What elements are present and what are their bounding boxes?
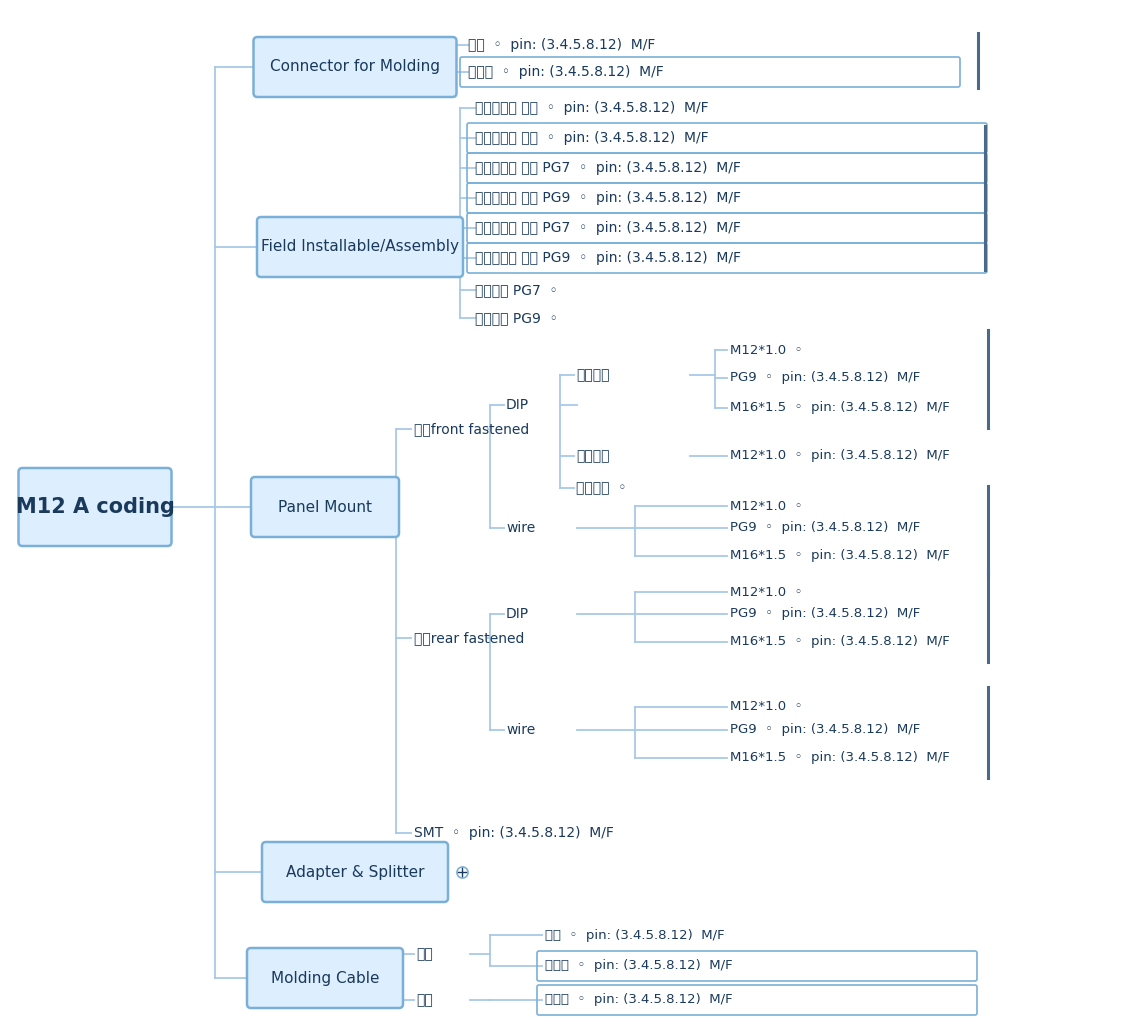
Text: M12*1.0  ◦: M12*1.0 ◦ bbox=[730, 344, 802, 356]
Text: PG9  ◦  pin: (3.4.5.8.12)  M/F: PG9 ◦ pin: (3.4.5.8.12) M/F bbox=[730, 372, 920, 384]
Text: M12*1.0  ◦: M12*1.0 ◦ bbox=[730, 586, 802, 598]
Text: Adapter & Splitter: Adapter & Splitter bbox=[285, 864, 424, 880]
Text: PG9  ◦  pin: (3.4.5.8.12)  M/F: PG9 ◦ pin: (3.4.5.8.12) M/F bbox=[730, 723, 920, 737]
Text: 塑胶非屏蔽 弯头 PG9  ◦  pin: (3.4.5.8.12)  M/F: 塑胶非屏蔽 弯头 PG9 ◦ pin: (3.4.5.8.12) M/F bbox=[475, 252, 741, 265]
Text: 后锁rear fastened: 后锁rear fastened bbox=[414, 631, 525, 645]
Text: wire: wire bbox=[506, 723, 536, 737]
FancyBboxPatch shape bbox=[262, 842, 448, 901]
Text: 前锁front fastened: 前锁front fastened bbox=[414, 422, 529, 436]
Text: Field Installable/Assembly: Field Installable/Assembly bbox=[261, 239, 459, 255]
FancyBboxPatch shape bbox=[257, 217, 462, 277]
Text: 金属屏蔽 PG7  ◦: 金属屏蔽 PG7 ◦ bbox=[475, 283, 557, 297]
Text: M12*1.0  ◦: M12*1.0 ◦ bbox=[730, 701, 802, 713]
Text: 塑胶直头  ◦: 塑胶直头 ◦ bbox=[576, 481, 626, 495]
Text: PG9  ◦  pin: (3.4.5.8.12)  M/F: PG9 ◦ pin: (3.4.5.8.12) M/F bbox=[730, 608, 920, 621]
Text: 屏蔽  ◦  pin: (3.4.5.8.12)  M/F: 屏蔽 ◦ pin: (3.4.5.8.12) M/F bbox=[468, 38, 655, 52]
Text: 非屏蔽  ◦  pin: (3.4.5.8.12)  M/F: 非屏蔽 ◦ pin: (3.4.5.8.12) M/F bbox=[468, 65, 663, 79]
Text: SMT  ◦  pin: (3.4.5.8.12)  M/F: SMT ◦ pin: (3.4.5.8.12) M/F bbox=[414, 826, 614, 840]
Text: M16*1.5  ◦  pin: (3.4.5.8.12)  M/F: M16*1.5 ◦ pin: (3.4.5.8.12) M/F bbox=[730, 751, 950, 765]
Text: 塑胶非屏蔽 直头 PG7  ◦  pin: (3.4.5.8.12)  M/F: 塑胶非屏蔽 直头 PG7 ◦ pin: (3.4.5.8.12) M/F bbox=[475, 161, 741, 175]
Text: 金属弯头: 金属弯头 bbox=[576, 449, 609, 463]
Text: 金属直头: 金属直头 bbox=[576, 368, 609, 382]
Text: 塑胶非屏蔽 直头  ◦  pin: (3.4.5.8.12)  M/F: 塑胶非屏蔽 直头 ◦ pin: (3.4.5.8.12) M/F bbox=[475, 101, 708, 115]
FancyBboxPatch shape bbox=[252, 477, 399, 537]
Text: Connector for Molding: Connector for Molding bbox=[270, 59, 440, 75]
Text: 塑胶非屏蔽 弯头 PG7  ◦  pin: (3.4.5.8.12)  M/F: 塑胶非屏蔽 弯头 PG7 ◦ pin: (3.4.5.8.12) M/F bbox=[475, 221, 741, 235]
Text: 塑胶非屏蔽 直头 PG9  ◦  pin: (3.4.5.8.12)  M/F: 塑胶非屏蔽 直头 PG9 ◦ pin: (3.4.5.8.12) M/F bbox=[475, 191, 741, 205]
Text: M12*1.0  ◦: M12*1.0 ◦ bbox=[730, 500, 802, 512]
Text: M12*1.0  ◦  pin: (3.4.5.8.12)  M/F: M12*1.0 ◦ pin: (3.4.5.8.12) M/F bbox=[730, 449, 950, 463]
FancyBboxPatch shape bbox=[247, 948, 403, 1008]
Text: M16*1.5  ◦  pin: (3.4.5.8.12)  M/F: M16*1.5 ◦ pin: (3.4.5.8.12) M/F bbox=[730, 635, 950, 649]
Text: DIP: DIP bbox=[506, 398, 529, 412]
Text: PG9  ◦  pin: (3.4.5.8.12)  M/F: PG9 ◦ pin: (3.4.5.8.12) M/F bbox=[730, 522, 920, 534]
Text: M16*1.5  ◦  pin: (3.4.5.8.12)  M/F: M16*1.5 ◦ pin: (3.4.5.8.12) M/F bbox=[730, 550, 950, 562]
Text: 金属屏蔽 PG9  ◦: 金属屏蔽 PG9 ◦ bbox=[475, 310, 557, 325]
Text: 塑胶非屏蔽 弯头  ◦  pin: (3.4.5.8.12)  M/F: 塑胶非屏蔽 弯头 ◦ pin: (3.4.5.8.12) M/F bbox=[475, 131, 708, 145]
Text: 屏蔽  ◦  pin: (3.4.5.8.12)  M/F: 屏蔽 ◦ pin: (3.4.5.8.12) M/F bbox=[545, 928, 724, 942]
Text: Panel Mount: Panel Mount bbox=[277, 500, 372, 514]
Text: DIP: DIP bbox=[506, 607, 529, 621]
Text: 弯头: 弯头 bbox=[416, 993, 433, 1007]
Text: 直头: 直头 bbox=[416, 947, 433, 962]
Text: 非屏蔽  ◦  pin: (3.4.5.8.12)  M/F: 非屏蔽 ◦ pin: (3.4.5.8.12) M/F bbox=[545, 959, 732, 973]
FancyBboxPatch shape bbox=[254, 37, 457, 97]
Text: M12 A coding: M12 A coding bbox=[16, 497, 175, 518]
Text: 非屏蔽  ◦  pin: (3.4.5.8.12)  M/F: 非屏蔽 ◦ pin: (3.4.5.8.12) M/F bbox=[545, 994, 732, 1006]
Text: Molding Cable: Molding Cable bbox=[271, 971, 379, 985]
Text: M16*1.5  ◦  pin: (3.4.5.8.12)  M/F: M16*1.5 ◦ pin: (3.4.5.8.12) M/F bbox=[730, 402, 950, 414]
FancyBboxPatch shape bbox=[18, 468, 171, 546]
Text: wire: wire bbox=[506, 521, 536, 535]
